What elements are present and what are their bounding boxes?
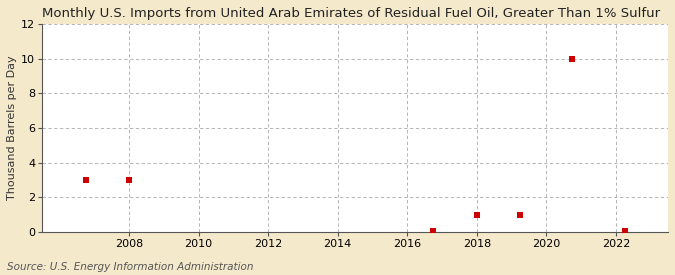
Text: Monthly U.S. Imports from United Arab Emirates of Residual Fuel Oil, Greater Tha: Monthly U.S. Imports from United Arab Em… xyxy=(42,7,660,20)
Point xyxy=(428,229,439,233)
Point xyxy=(80,178,91,182)
Point xyxy=(619,229,630,233)
Point xyxy=(567,56,578,61)
Point xyxy=(515,212,526,217)
Point xyxy=(124,178,134,182)
Y-axis label: Thousand Barrels per Day: Thousand Barrels per Day xyxy=(7,56,17,200)
Point xyxy=(471,212,482,217)
Text: Source: U.S. Energy Information Administration: Source: U.S. Energy Information Administ… xyxy=(7,262,253,272)
